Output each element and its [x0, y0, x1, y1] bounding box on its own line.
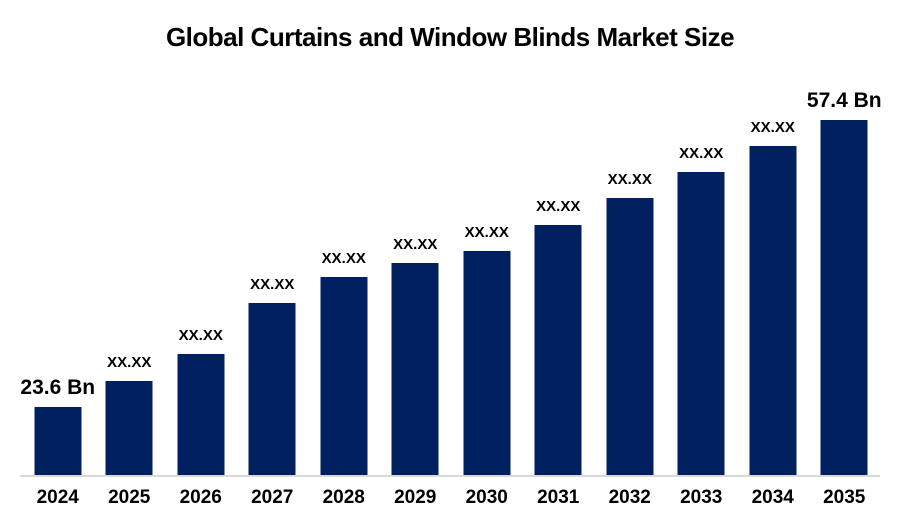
bar-2030: [463, 251, 511, 476]
bar-value-label-2024: 23.6 Bn: [20, 376, 96, 399]
bar-2035: [820, 120, 868, 476]
chart-title: Global Curtains and Window Blinds Market…: [165, 22, 735, 52]
bar-slot-2031: XX.XX: [523, 60, 595, 476]
bar-2025: [105, 381, 153, 476]
bar-slot-2028: XX.XX: [308, 60, 380, 476]
x-axis-label-2025: 2025: [108, 487, 151, 508]
bar-slot-2034: XX.XX: [737, 60, 809, 476]
bar-2026: [177, 354, 225, 476]
bar-value-label-2035: 57.4 Bn: [806, 89, 882, 112]
x-axis-labels: 2024 2025 2026 2027 2028 2029 2030 2031 2032 2033…: [22, 487, 880, 509]
bar-value-label-2028: XX.XX: [321, 250, 366, 267]
bar-slot-2024: 23.6 Bn: [20, 60, 96, 476]
bar-slot-2030: XX.XX: [451, 60, 523, 476]
x-axis-label-2029: 2029: [394, 487, 437, 508]
x-axis-label-2035: 2035: [823, 487, 866, 508]
x-axis-label-2028: 2028: [322, 487, 365, 508]
bar-value-label-2027: XX.XX: [250, 276, 295, 293]
bar-2027: [248, 303, 296, 476]
bar-value-label-2030: XX.XX: [464, 224, 509, 241]
bar-2033: [677, 172, 725, 476]
bar-value-label-2029: XX.XX: [393, 236, 438, 253]
bar-slot-2035: 57.4 Bn: [806, 60, 882, 476]
bar-2032: [606, 198, 654, 476]
x-axis-label-2033: 2033: [680, 487, 723, 508]
plot-area: 23.6 Bn XX.XX XX.XX XX.XX XX.XX XX.XX XX.XX XX.…: [20, 60, 882, 476]
bar-slot-2025: XX.XX: [94, 60, 166, 476]
x-axis-label-2032: 2032: [608, 487, 651, 508]
bar-slot-2027: XX.XX: [237, 60, 309, 476]
bar-value-label-2025: XX.XX: [107, 354, 152, 371]
bar-value-label-2031: XX.XX: [536, 198, 581, 215]
bar-slot-2032: XX.XX: [594, 60, 666, 476]
bar-value-label-2033: XX.XX: [679, 145, 724, 162]
bar-2034: [749, 146, 797, 476]
bar-value-label-2032: XX.XX: [607, 171, 652, 188]
x-axis-label-2027: 2027: [251, 487, 294, 508]
x-axis-label-2026: 2026: [179, 487, 222, 508]
bar-2028: [320, 277, 368, 476]
bar-2024: [34, 407, 82, 476]
x-axis-line: [20, 475, 880, 477]
x-axis-label-2031: 2031: [537, 487, 580, 508]
x-axis-label-2030: 2030: [465, 487, 508, 508]
x-axis-label-2034: 2034: [751, 487, 794, 508]
bar-value-label-2026: XX.XX: [178, 327, 223, 344]
bar-2029: [391, 263, 439, 476]
bar-2031: [534, 225, 582, 476]
x-axis-label-2024: 2024: [36, 487, 79, 508]
bar-value-label-2034: XX.XX: [750, 119, 795, 136]
bar-slot-2029: XX.XX: [380, 60, 452, 476]
bar-slot-2033: XX.XX: [666, 60, 738, 476]
bar-slot-2026: XX.XX: [165, 60, 237, 476]
